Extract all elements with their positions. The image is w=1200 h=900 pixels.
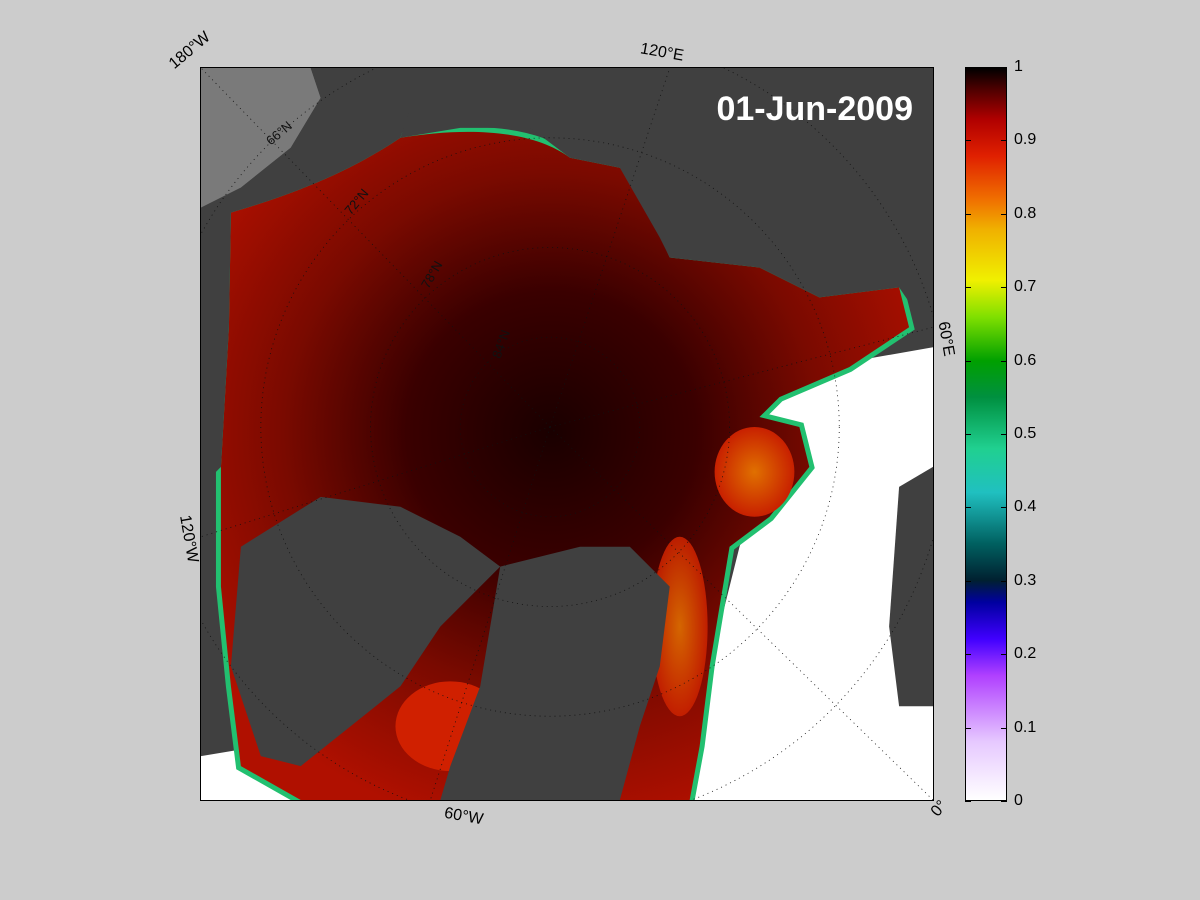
colorbar-tick-mark [1001,287,1007,289]
greenland-land [440,546,670,800]
lon-label-60e: 60°E [934,320,958,358]
colorbar-tick-mark [965,507,971,509]
lon-label-60w: 60°W [442,804,485,829]
colorbar-tick-mark [965,287,971,289]
graticule [201,68,933,800]
colorbar-tick-label: 0.4 [1014,498,1037,516]
colorbar-tick-mark [965,654,971,656]
colorbar-tick-mark [1001,360,1007,362]
colorbar-tick-mark [965,434,971,435]
colorbar-tick-label: 0.9 [1014,131,1037,149]
colorbar-tick-mark [965,727,971,729]
colorbar-tick-label: 0.8 [1014,204,1037,222]
colorbar-tick-mark [1001,140,1007,142]
colorbar-tick-mark [1001,580,1007,582]
colorbar-tick-mark [965,580,971,582]
colorbar-tick-mark [965,67,971,68]
colorbar-tick-label: 0.3 [1014,571,1037,589]
colorbar-tick-mark [1001,654,1007,656]
colorbar-tick-mark [965,801,971,802]
colorbar-tick-mark [1001,67,1007,68]
latitude-circle-78 [370,247,730,607]
meridian-line [549,326,933,428]
colorbar-tick-label: 1 [1014,58,1023,75]
colorbar-tick-mark [1001,213,1007,215]
date-label: 01-Jun-2009 [716,90,913,128]
siberia-land [400,68,933,338]
colorbar-tick-label: 0.2 [1014,645,1037,663]
colorbar-tick-label: 0.6 [1014,351,1037,369]
latitude-circle-84 [459,336,641,518]
colorbar-tick-mark [1001,507,1007,509]
colorbar-tick-label: 0 [1014,792,1023,809]
lon-label-120w: 120°W [176,513,202,565]
east-greenland-ice-patch [651,536,708,717]
colorbar-tick-mark [1001,727,1007,729]
masked-land-area [201,68,321,208]
colorbar-tick-mark [1001,434,1007,435]
map-canvas: 66°N 72°N 78°N 84°N [201,68,933,800]
colorbar [965,67,1007,801]
lon-label-120e: 120°E [638,40,685,65]
scandinavia-land [889,466,933,707]
sea-ice-concentration-map: 66°N 72°N 78°N 84°N 01-Jun-2009 [200,67,934,801]
colorbar-tick-mark [965,140,971,142]
colorbar-tick-mark [965,213,971,215]
colorbar-tick-label: 0.7 [1014,278,1037,296]
latitude-circle-72 [260,137,840,717]
colorbar-tick-mark [965,360,971,362]
meridian-line [429,426,551,800]
alaska-land [201,68,411,487]
meridian-line [201,426,551,538]
barents-ice-edge-patch [714,427,795,517]
colorbar-tick-label: 0.5 [1014,425,1037,442]
canadian-archipelago-land [230,496,501,767]
colorbar-tick-label: 0.1 [1014,718,1037,736]
colorbar-tick-mark [1001,801,1007,802]
open-water-region [679,347,933,800]
